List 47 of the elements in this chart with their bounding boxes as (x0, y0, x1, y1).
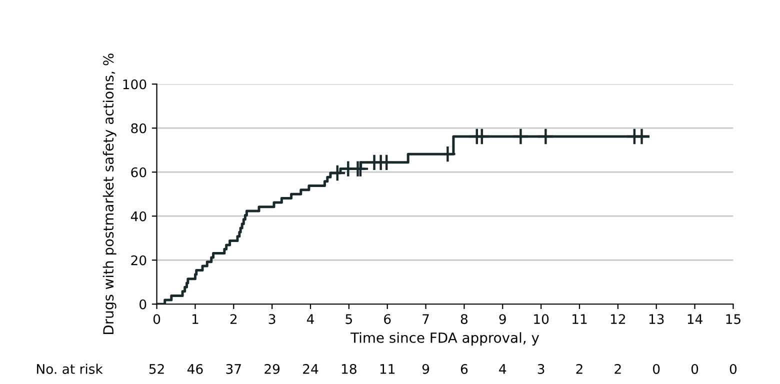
point (328, 164, 346, 182)
text: 0 (653, 364, 660, 374)
text: 6 (460, 364, 468, 374)
text: No. at risk (37, 364, 103, 374)
point (438, 145, 456, 163)
x-tick-label: 7 (422, 314, 429, 324)
text: 3 (538, 364, 544, 374)
x-tick-label: 10 (534, 314, 549, 324)
x-tick-label: 14 (688, 314, 702, 324)
point (378, 154, 396, 172)
x-tick-label: 9 (499, 314, 506, 324)
text: 24 (303, 364, 318, 374)
text: 9 (422, 364, 430, 374)
x-tick-label: 15 (726, 314, 740, 324)
y-tick-label: 60 (131, 167, 146, 178)
text: 0 (691, 364, 698, 374)
y-tick-label: 80 (131, 123, 146, 134)
text: 18 (342, 364, 356, 374)
text: 4 (499, 364, 506, 374)
point (512, 128, 530, 146)
text: 37 (226, 364, 241, 374)
y-tick-label: 100 (123, 79, 146, 90)
text: 46 (187, 364, 203, 374)
y-axis-title: Drugs with postmarket safety actions, % (102, 54, 116, 334)
x-tick-label: 5 (346, 314, 352, 324)
x-axis-title: Time since FDA approval, y (350, 332, 540, 346)
text: 52 (149, 364, 164, 374)
x-tick-label: 8 (460, 314, 468, 324)
x-tick-label: 1 (192, 314, 198, 324)
point (536, 128, 554, 146)
text: 2 (576, 364, 582, 374)
x-tick-label: 13 (649, 314, 664, 324)
point (473, 128, 491, 146)
y-tick-label: 0 (140, 299, 146, 310)
text: 2 (614, 364, 621, 374)
x-tick-label: 3 (268, 314, 276, 324)
x-tick-label: 4 (306, 314, 314, 324)
text: 11 (380, 364, 395, 374)
y-tick-label: 40 (130, 211, 146, 222)
text: 0 (730, 364, 737, 374)
text: 29 (264, 364, 280, 374)
y-tick-label: 20 (131, 255, 146, 266)
x-tick-label: 2 (230, 314, 237, 324)
x-tick-label: 0 (153, 314, 160, 324)
x-tick-label: 6 (384, 314, 391, 324)
x-tick-label: 11 (572, 314, 587, 324)
x-tick-label: 12 (610, 314, 625, 324)
